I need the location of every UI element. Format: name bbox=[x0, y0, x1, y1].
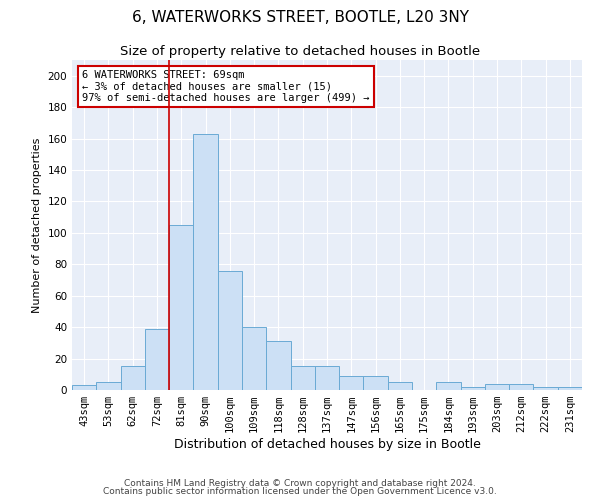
Y-axis label: Number of detached properties: Number of detached properties bbox=[32, 138, 42, 312]
Bar bbox=[364, 376, 388, 390]
Bar bbox=[72, 386, 96, 390]
Bar bbox=[266, 342, 290, 390]
Bar bbox=[242, 327, 266, 390]
Bar bbox=[145, 328, 169, 390]
Bar bbox=[315, 366, 339, 390]
Text: 6 WATERWORKS STREET: 69sqm
← 3% of detached houses are smaller (15)
97% of semi-: 6 WATERWORKS STREET: 69sqm ← 3% of detac… bbox=[82, 70, 370, 103]
Bar bbox=[461, 387, 485, 390]
Text: Contains public sector information licensed under the Open Government Licence v3: Contains public sector information licen… bbox=[103, 487, 497, 496]
Text: Contains HM Land Registry data © Crown copyright and database right 2024.: Contains HM Land Registry data © Crown c… bbox=[124, 478, 476, 488]
Bar bbox=[533, 387, 558, 390]
Bar bbox=[509, 384, 533, 390]
Bar bbox=[485, 384, 509, 390]
Bar bbox=[290, 366, 315, 390]
Bar bbox=[96, 382, 121, 390]
Bar bbox=[121, 366, 145, 390]
Bar bbox=[169, 225, 193, 390]
Text: Size of property relative to detached houses in Bootle: Size of property relative to detached ho… bbox=[120, 45, 480, 58]
Bar bbox=[558, 387, 582, 390]
Text: 6, WATERWORKS STREET, BOOTLE, L20 3NY: 6, WATERWORKS STREET, BOOTLE, L20 3NY bbox=[131, 10, 469, 25]
Bar bbox=[193, 134, 218, 390]
Bar bbox=[436, 382, 461, 390]
X-axis label: Distribution of detached houses by size in Bootle: Distribution of detached houses by size … bbox=[173, 438, 481, 451]
Bar bbox=[218, 270, 242, 390]
Bar bbox=[339, 376, 364, 390]
Bar bbox=[388, 382, 412, 390]
